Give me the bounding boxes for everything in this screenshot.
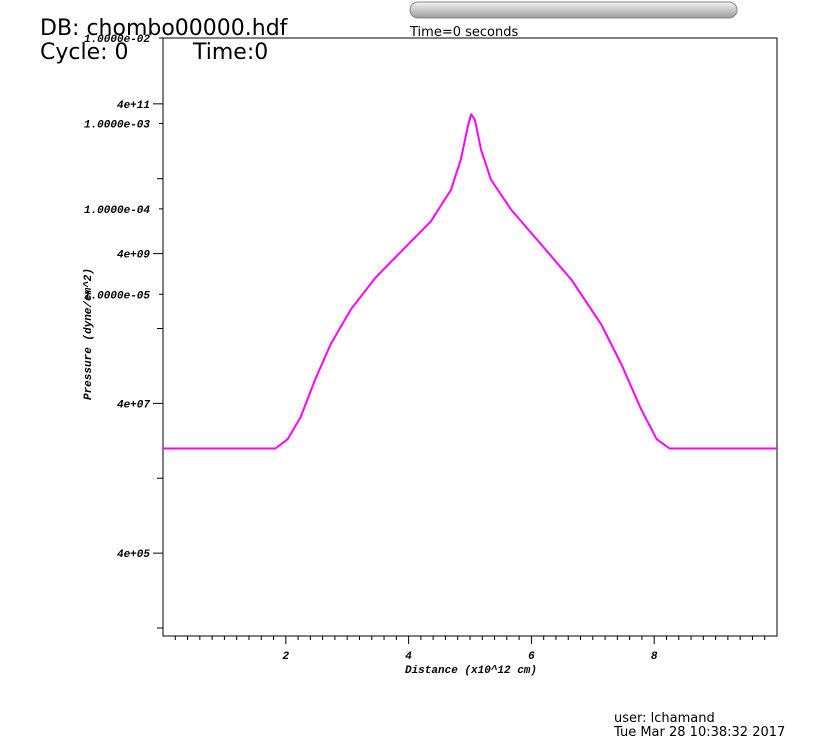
y2-tick-label: 1.0000e-05 [84,290,150,302]
y-tick-label: 4e+07 [117,399,150,411]
y2-tick-label: 1.0000e-04 [84,205,150,217]
database-label: DB: chombo00000.hdf [40,16,289,41]
y2-tick-label: 1.0000e-03 [84,119,150,131]
y-axis-label: Pressure (dyne/cm^2) [83,268,95,400]
y-tick-label: 4e+09 [117,250,150,262]
y2-tick-label: 1.0000e-02 [84,34,150,46]
y-tick-label: 4e+11 [117,100,150,112]
cycle-label: Cycle: 0 [40,40,129,65]
user-label: user: lchamand [614,711,715,726]
y-tick-label: 4e+05 [117,549,150,561]
time-label: Time:0 [192,40,268,65]
x-tick-label: 4 [405,651,412,663]
x-tick-label: 2 [282,651,289,663]
x-tick-label: 8 [651,651,658,663]
plot-frame [162,37,778,637]
data-line [163,113,777,450]
time-slider[interactable] [409,1,738,19]
x-axis-label: Distance (x10^12 cm) [405,665,537,677]
x-tick-label: 6 [528,651,535,663]
date-label: Tue Mar 28 10:38:32 2017 [613,725,785,740]
slider-label: Time=0 seconds [409,25,518,40]
